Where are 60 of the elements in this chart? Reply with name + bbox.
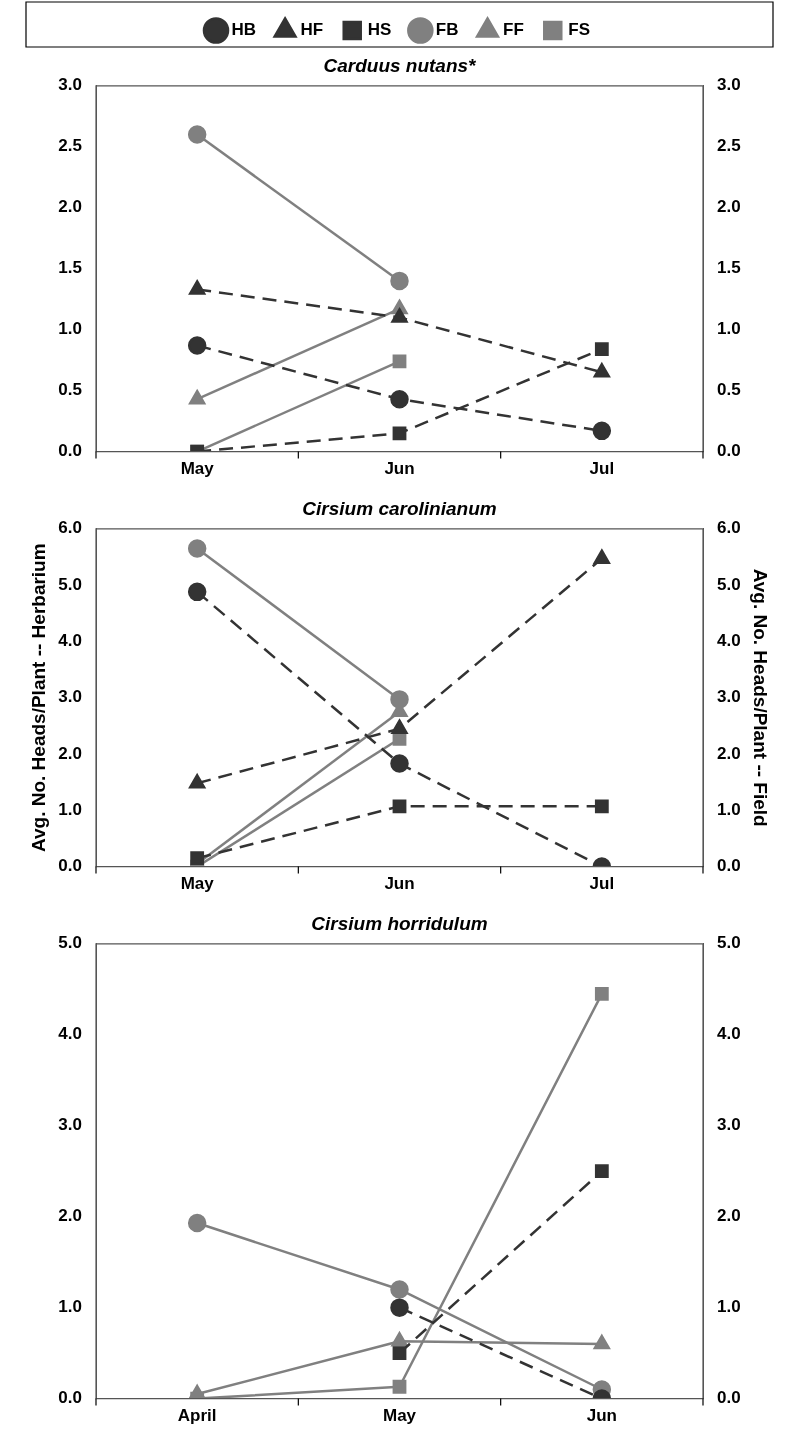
- y2-tick-label: 2.0: [717, 743, 741, 763]
- y-tick-label: 2.0: [58, 197, 82, 217]
- y2-tick-label: 6.0: [717, 518, 741, 538]
- x-tick-label: Jun: [586, 1406, 617, 1426]
- y2-tick-label: 0.0: [717, 441, 741, 461]
- y-tick-label: 5.0: [58, 933, 82, 953]
- y-tick-label: 1.5: [58, 258, 82, 278]
- x-tick-label: May: [180, 874, 215, 894]
- y2-tick-label: 3.0: [717, 687, 741, 707]
- legend-label: FF: [503, 20, 524, 40]
- y2-tick-label: 0.5: [717, 380, 741, 400]
- y2-tick-label: 2.0: [717, 1206, 741, 1226]
- y-tick-label: 4.0: [58, 631, 82, 651]
- x-tick-label: Jul: [589, 459, 615, 479]
- y2-tick-label: 2.5: [717, 136, 741, 156]
- x-tick-label: Jun: [384, 459, 415, 479]
- x-tick-label: Jul: [589, 874, 615, 894]
- y2-tick-label: 5.0: [717, 933, 741, 953]
- y-tick-label: 2.0: [58, 743, 82, 763]
- y-tick-label: 1.0: [58, 799, 82, 819]
- x-tick-label: May: [382, 1406, 417, 1426]
- y2-axis-title: Avg. No. Heads/Plant -- Field: [750, 568, 772, 827]
- y2-tick-label: 2.0: [717, 197, 741, 217]
- y-tick-label: 5.0: [58, 574, 82, 594]
- y2-tick-label: 3.0: [717, 75, 741, 95]
- x-tick-label: May: [180, 459, 215, 479]
- y-tick-label: 0.0: [58, 441, 82, 461]
- y2-tick-label: 1.0: [717, 799, 741, 819]
- y2-tick-label: 0.0: [717, 856, 741, 876]
- y-tick-label: 4.0: [58, 1024, 82, 1044]
- chart-title: Carduus nutans*: [323, 54, 478, 76]
- legend-label: FS: [568, 20, 590, 40]
- y-axis-title: Avg. No. Heads/Plant -- Herbarium: [27, 543, 49, 853]
- chart-title: Cirsium horridulum: [311, 912, 488, 934]
- y-tick-label: 0.0: [58, 856, 82, 876]
- legend-label: HB: [231, 20, 257, 40]
- legend-label: HF: [300, 20, 324, 40]
- y-tick-label: 2.5: [58, 136, 82, 156]
- y2-tick-label: 0.0: [717, 1388, 741, 1408]
- y-tick-label: 3.0: [58, 687, 82, 707]
- y2-tick-label: 5.0: [717, 574, 741, 594]
- y-tick-label: 6.0: [58, 518, 82, 538]
- y-tick-label: 2.0: [58, 1206, 82, 1226]
- y-tick-label: 1.0: [58, 319, 82, 339]
- y-tick-label: 3.0: [58, 1115, 82, 1135]
- legend-label: HS: [367, 20, 392, 40]
- y2-tick-label: 3.0: [717, 1115, 741, 1135]
- legend-label: FB: [435, 20, 459, 40]
- y-tick-label: 3.0: [58, 75, 82, 95]
- y2-tick-label: 1.5: [717, 258, 741, 278]
- y2-tick-label: 4.0: [717, 1024, 741, 1044]
- y2-tick-label: 1.0: [717, 1297, 741, 1317]
- x-tick-label: Jun: [384, 874, 415, 894]
- y-tick-label: 0.5: [58, 380, 82, 400]
- chart-title: Cirsium carolinianum: [302, 497, 497, 519]
- y2-tick-label: 1.0: [717, 319, 741, 339]
- x-tick-label: April: [177, 1406, 217, 1426]
- y2-tick-label: 4.0: [717, 631, 741, 651]
- y-tick-label: 1.0: [58, 1297, 82, 1317]
- y-tick-label: 0.0: [58, 1388, 82, 1408]
